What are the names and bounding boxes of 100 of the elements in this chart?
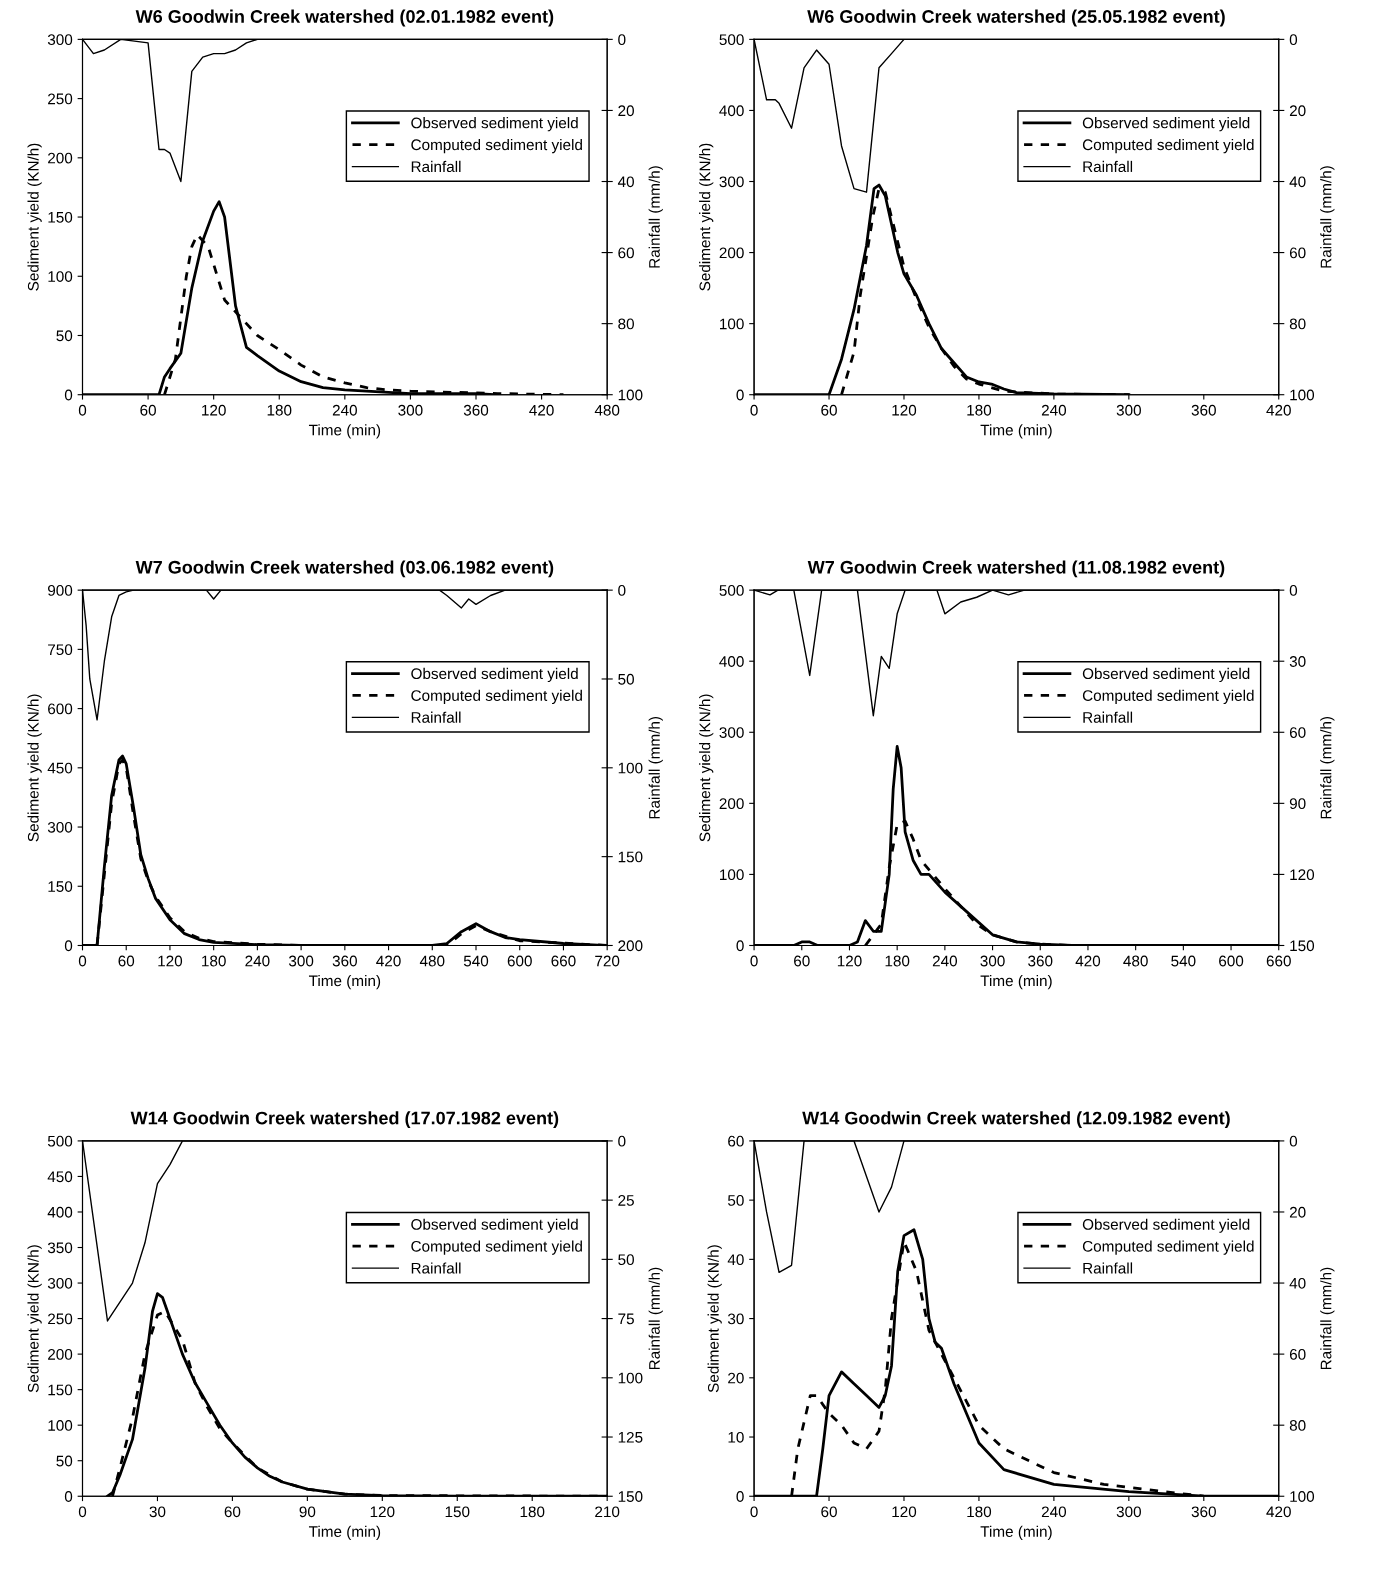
- y2-tick-label: 100: [618, 389, 643, 401]
- y-tick-label: 200: [719, 247, 744, 259]
- legend-label: Computed sediment yield: [411, 689, 582, 704]
- x-tick-label: 120: [837, 955, 862, 967]
- x-tick-label: 600: [1219, 955, 1244, 967]
- y2-tick-label: 80: [1289, 1420, 1306, 1431]
- x-tick-label: 180: [967, 1506, 992, 1518]
- x-tick-label: 360: [463, 404, 489, 416]
- x-tick-label: 120: [202, 404, 226, 416]
- x-tick-label: 120: [892, 404, 917, 416]
- y-tick-label: 0: [64, 389, 73, 401]
- legend-label: Observed sediment yield: [411, 1218, 578, 1233]
- y-tick-label: 60: [728, 1135, 744, 1147]
- legend-label: Computed sediment yield: [1082, 1240, 1254, 1255]
- x-tick-label: 480: [419, 955, 445, 967]
- x-tick-label: 300: [1116, 404, 1141, 416]
- legend-label: Computed sediment yield: [411, 1240, 582, 1255]
- y2-tick-label: 20: [1289, 1206, 1306, 1218]
- chart-title: W7 Goodwin Creek watershed (11.08.1982 event): [807, 560, 1225, 578]
- legend-label: Rainfall: [411, 160, 461, 173]
- y-tick-label: 50: [56, 1455, 73, 1467]
- y-tick-label: 150: [48, 211, 73, 223]
- x-tick-label: 360: [1191, 404, 1216, 416]
- y2-tick-label: 200: [618, 940, 643, 952]
- y2-tick-label: 100: [618, 1372, 643, 1384]
- x-tick-label: 300: [1116, 1506, 1141, 1518]
- legend-label: Computed sediment yield: [1082, 138, 1254, 154]
- y2-tick-label: 60: [1289, 1348, 1306, 1360]
- x-tick-label: 420: [1075, 955, 1101, 967]
- x-tick-label: 0: [750, 404, 758, 416]
- y-tick-label: 400: [719, 105, 744, 117]
- y-tick-label: 900: [48, 585, 73, 596]
- y-axis-title: Sediment yield (KN/h): [699, 694, 714, 842]
- x-axis-title: Time (min): [308, 1525, 381, 1540]
- y-tick-label: 250: [48, 1313, 73, 1325]
- y2-tick-label: 50: [618, 1254, 634, 1266]
- y2-tick-label: 40: [1289, 1277, 1306, 1289]
- y-tick-label: 50: [727, 1195, 744, 1206]
- x-tick-label: 360: [332, 955, 357, 967]
- y-tick-label: 0: [64, 1491, 73, 1502]
- y2-axis-title: Rainfall (mm/h): [648, 1267, 663, 1370]
- x-tick-label: 120: [370, 1506, 395, 1518]
- y-tick-label: 50: [56, 330, 73, 342]
- legend-label: Rainfall: [1083, 1262, 1133, 1274]
- y-axis-title: Sediment yield (KN/h): [707, 1245, 722, 1393]
- legend-label: Observed sediment yield: [411, 667, 578, 683]
- y-tick-label: 200: [48, 1348, 73, 1360]
- y2-tick-label: 0: [618, 585, 626, 596]
- y-axis-title: Sediment yield (KN/h): [27, 143, 42, 291]
- y-tick-label: 100: [720, 869, 744, 881]
- x-tick-label: 60: [821, 404, 837, 416]
- x-tick-label: 660: [551, 955, 576, 967]
- y-tick-label: 500: [47, 1135, 73, 1147]
- x-tick-label: 540: [1171, 955, 1196, 967]
- y2-tick-label: 40: [617, 176, 634, 188]
- y-tick-label: 100: [48, 1420, 73, 1431]
- x-tick-label: 180: [202, 955, 226, 967]
- y2-tick-label: 100: [1290, 389, 1315, 401]
- x-tick-label: 240: [1041, 404, 1067, 416]
- legend-label: Rainfall: [411, 1262, 461, 1274]
- chart-title: W7 Goodwin Creek watershed (03.06.1982 event): [135, 560, 554, 578]
- x-tick-label: 90: [299, 1506, 316, 1518]
- y-tick-label: 350: [47, 1242, 73, 1254]
- legend-label: Observed sediment yield: [1082, 117, 1250, 132]
- y-tick-label: 300: [47, 1277, 73, 1289]
- y-tick-label: 300: [719, 176, 744, 188]
- x-tick-label: 120: [158, 955, 183, 967]
- legend-label: Observed sediment yield: [411, 117, 578, 132]
- x-tick-label: 300: [980, 955, 1005, 967]
- y2-axis-title: Rainfall (mm/h): [1320, 166, 1335, 268]
- x-tick-label: 180: [520, 1506, 545, 1518]
- y2-tick-label: 60: [1289, 727, 1306, 738]
- y2-tick-label: 20: [1289, 105, 1306, 117]
- y-tick-label: 200: [48, 152, 73, 164]
- x-tick-label: 300: [288, 955, 314, 967]
- y-tick-label: 150: [48, 881, 73, 892]
- y-axis-title: Sediment yield (KN/h): [27, 1245, 42, 1393]
- y2-tick-label: 0: [1289, 585, 1298, 596]
- y-tick-label: 450: [47, 1171, 73, 1183]
- x-tick-label: 240: [332, 404, 357, 416]
- x-tick-label: 360: [1191, 1506, 1216, 1518]
- y2-tick-label: 120: [1290, 869, 1315, 881]
- x-axis-title: Time (min): [308, 424, 381, 439]
- y-tick-label: 750: [48, 644, 73, 656]
- x-tick-label: 540: [463, 955, 489, 967]
- y-tick-label: 0: [64, 940, 73, 952]
- y2-tick-label: 100: [1290, 1491, 1315, 1502]
- y-tick-label: 40: [727, 1254, 744, 1266]
- y2-tick-label: 100: [618, 762, 643, 774]
- legend-label: Observed sediment yield: [1082, 1218, 1250, 1233]
- y-tick-label: 600: [48, 703, 73, 715]
- x-tick-label: 60: [140, 404, 156, 416]
- y-tick-label: 300: [47, 34, 73, 46]
- y-tick-label: 500: [719, 34, 744, 46]
- y2-tick-label: 75: [618, 1313, 634, 1325]
- x-tick-label: 660: [1266, 955, 1291, 967]
- y-tick-label: 100: [48, 271, 73, 282]
- y2-tick-label: 90: [1289, 798, 1306, 810]
- x-tick-label: 420: [1266, 404, 1291, 416]
- y-tick-label: 450: [47, 762, 73, 774]
